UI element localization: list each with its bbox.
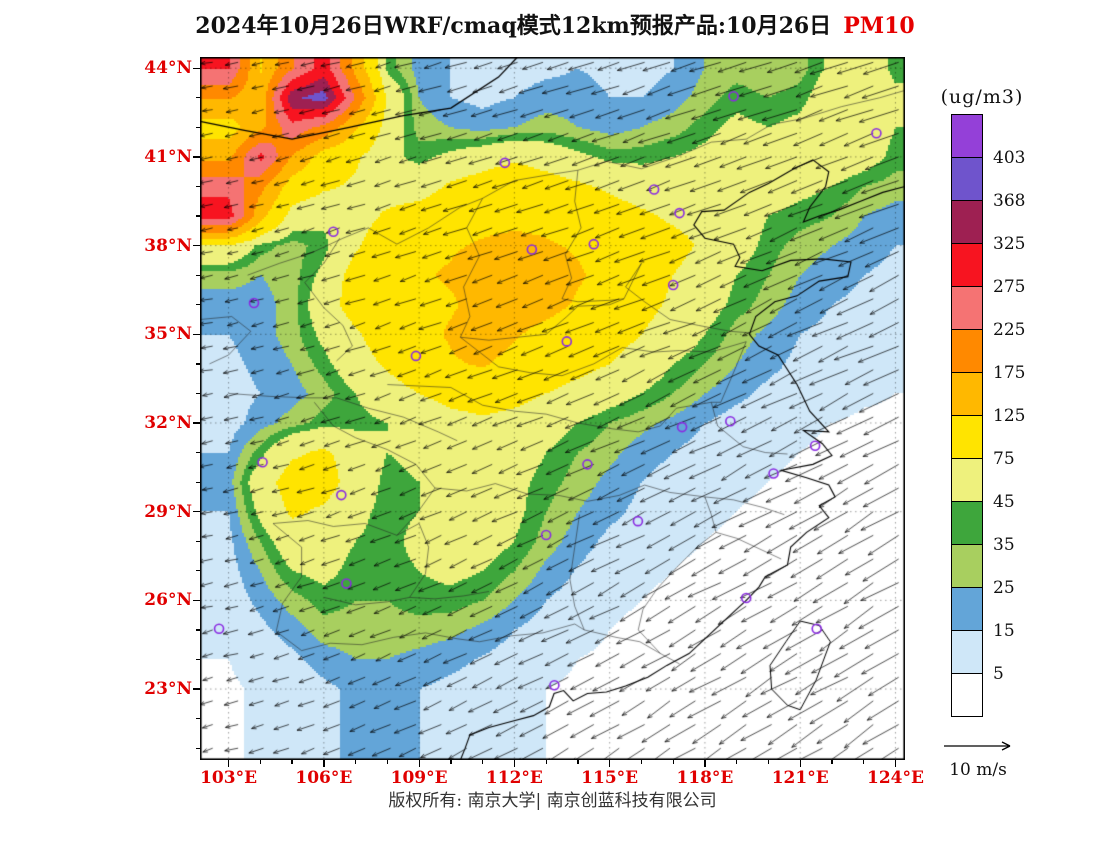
axis-tick [196, 481, 200, 483]
colorbar-tick-label: 75 [993, 449, 1015, 469]
colorbar-box [951, 673, 983, 717]
axis-tick [196, 363, 200, 365]
colorbar-box [951, 587, 983, 631]
axis-tick [513, 760, 516, 767]
colorbar-tick-label: 5 [993, 664, 1004, 684]
colorbar-box [951, 329, 983, 373]
colorbar-tick-label: 35 [993, 535, 1015, 555]
page-title: 2024年10月26日WRF/cmaq模式12km预报产品:10月26日 PM10 [130, 8, 980, 40]
lon-tick-label: 115°E [581, 768, 639, 788]
colorbar-tick-label: 225 [993, 320, 1026, 340]
lat-tick-label: 41°N [144, 146, 192, 167]
lat-tick-label: 32°N [144, 412, 192, 433]
colorbar-tick-label: 45 [993, 492, 1015, 512]
axis-tick [799, 760, 801, 767]
colorbar-tick-label: 15 [993, 621, 1015, 641]
axis-tick [196, 718, 200, 720]
axis-tick [386, 760, 389, 764]
map-canvas [200, 57, 905, 760]
axis-tick [450, 760, 452, 764]
axis-tick [193, 599, 200, 602]
colorbar-tick-label: 275 [993, 277, 1026, 297]
axis-tick [193, 511, 200, 513]
axis-tick [355, 760, 357, 764]
colorbar-box [951, 458, 983, 502]
colorbar-box [951, 415, 983, 459]
colorbar-units: (ug/m3) [940, 86, 1024, 108]
lon-tick-label: 109°E [390, 768, 448, 788]
axis-tick [196, 185, 200, 188]
colorbar-tick-label: 325 [993, 234, 1026, 254]
axis-tick [259, 760, 262, 764]
axis-tick [196, 540, 200, 542]
lon-tick-label: 121°E [771, 768, 829, 788]
axis-tick [640, 760, 643, 764]
axis-tick [193, 333, 200, 335]
colorbar-box [951, 286, 983, 330]
axis-tick [196, 215, 200, 217]
lat-tick-label: 35°N [144, 324, 192, 345]
axis-tick [831, 760, 833, 764]
axis-tick [196, 629, 200, 631]
axis-tick [196, 97, 200, 99]
axis-tick [323, 760, 325, 767]
colorbar-tick-label: 403 [993, 148, 1026, 168]
wind-reference-label: 10 m/s [949, 760, 1007, 780]
lon-tick-label: 112°E [485, 768, 543, 788]
axis-tick [227, 760, 230, 767]
lat-tick-label: 23°N [144, 679, 192, 700]
axis-tick [863, 760, 865, 764]
colorbar-box [951, 200, 983, 244]
axis-tick [736, 760, 738, 764]
lon-tick-label: 103°E [200, 768, 258, 788]
colorbar-box [951, 501, 983, 545]
axis-tick [193, 245, 200, 247]
axis-tick [196, 451, 200, 454]
axis-tick [196, 570, 200, 572]
axis-tick [291, 760, 293, 764]
axis-tick [418, 760, 420, 767]
lat-tick-label: 44°N [144, 58, 192, 79]
title-text: 2024年10月26日WRF/cmaq模式12km预报产品:10月26日 [195, 13, 832, 39]
axis-tick [767, 760, 770, 764]
colorbar-tick-label: 175 [993, 363, 1026, 383]
axis-tick [196, 747, 200, 749]
colorbar-tick-label: 125 [993, 406, 1026, 426]
wind-reference-arrow-icon [944, 741, 1011, 751]
lat-tick-label: 29°N [144, 501, 192, 522]
title-species: PM10 [843, 13, 915, 39]
axis-tick [545, 760, 547, 764]
colorbar-tick-label: 25 [993, 578, 1015, 598]
lon-tick-label: 106°E [295, 768, 353, 788]
colorbar-box [951, 114, 983, 158]
axis-tick [577, 760, 579, 764]
colorbar-tick-label: 368 [993, 191, 1026, 211]
axis-tick [196, 126, 200, 129]
lon-tick-label: 124°E [866, 768, 924, 788]
axis-tick [196, 392, 200, 395]
axis-tick [193, 156, 200, 158]
axis-tick [196, 274, 200, 276]
axis-tick [609, 760, 611, 767]
lat-tick-label: 26°N [144, 590, 192, 611]
axis-tick [193, 67, 200, 69]
axis-tick [196, 304, 200, 306]
colorbar-box [951, 372, 983, 416]
axis-tick [894, 760, 897, 767]
axis-tick [196, 658, 200, 661]
colorbar-box [951, 157, 983, 201]
lat-tick-label: 38°N [144, 235, 192, 256]
axis-tick [193, 688, 200, 690]
axis-tick [704, 760, 706, 767]
colorbar-box [951, 243, 983, 287]
copyright: 版权所有: 南京大学| 南京创蓝科技有限公司 [388, 791, 717, 811]
lon-tick-label: 118°E [676, 768, 734, 788]
colorbar-box [951, 544, 983, 588]
colorbar-box [951, 630, 983, 674]
axis-tick [672, 760, 674, 764]
axis-tick [193, 422, 200, 424]
axis-tick [482, 760, 484, 764]
